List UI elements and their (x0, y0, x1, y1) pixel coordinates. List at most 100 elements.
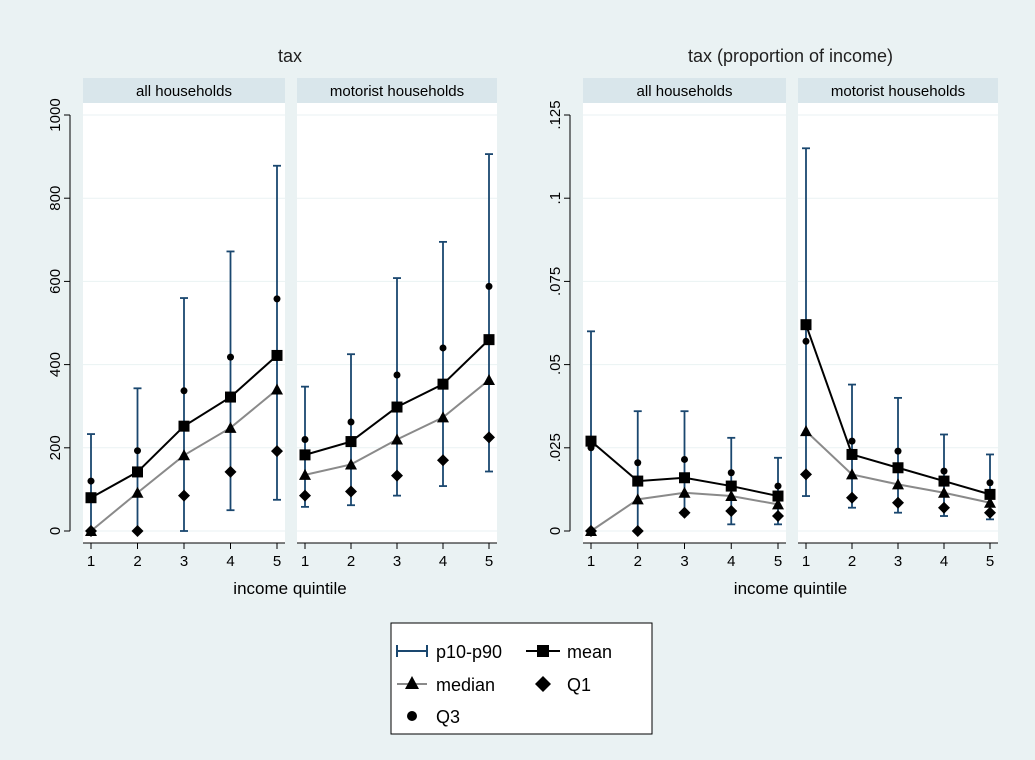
marker-median (345, 458, 357, 470)
marker-median (391, 433, 403, 445)
legend-item-p10-p90: p10-p90 (396, 642, 502, 662)
panel-strip (798, 78, 998, 103)
marker-mean (345, 436, 357, 448)
x-tick-label: 5 (986, 553, 994, 570)
marker-q1 (846, 491, 858, 504)
x-tick-label: 3 (680, 553, 688, 570)
marker-q3 (774, 482, 782, 490)
marker-q1 (800, 468, 812, 481)
y-tick-label: .025 (547, 433, 564, 462)
y-tick-label: 1000 (47, 98, 64, 131)
x-tick-label: 2 (634, 553, 642, 570)
marker-median (271, 383, 283, 395)
y-tick-label: .1 (547, 192, 564, 205)
legend-label-q3: Q3 (436, 707, 460, 727)
marker-q3 (301, 435, 309, 443)
panel-strip (297, 78, 497, 103)
marker-q1 (725, 505, 738, 518)
panel-strip (83, 78, 285, 103)
marker-q1 (224, 465, 237, 478)
legend-label-q1: Q1 (567, 675, 591, 695)
marker-median (437, 411, 449, 423)
marker-q1 (892, 496, 904, 509)
legend-item-median: median (397, 675, 495, 695)
legend-label-mean: mean (567, 642, 612, 662)
marker-q3 (727, 469, 735, 477)
panel-motorist-households: motorist households 1 2 3 4 5 (798, 78, 998, 570)
marker-q3 (485, 282, 493, 290)
diamond-marker-icon (535, 676, 551, 692)
panel-label: motorist households (831, 83, 965, 100)
panel-label: all households (136, 83, 232, 100)
marker-median (631, 493, 644, 505)
x-tick-label: 4 (940, 553, 948, 570)
marker-median (938, 486, 950, 498)
marker-mean (178, 420, 190, 432)
marker-q3 (587, 444, 595, 452)
y-tick-label: 600 (47, 269, 64, 294)
chart-tax: tax income quintile 0 200 400 600 800 1000 all h… (47, 46, 497, 598)
marker-mean (391, 401, 403, 413)
y-tick-label: 0 (47, 527, 64, 535)
marker-median (725, 490, 738, 502)
x-tick-label: 1 (87, 553, 95, 570)
panel-all-households: all households 1 2 3 4 5 (583, 78, 786, 570)
x-tick-label: 5 (774, 553, 782, 570)
marker-median (224, 421, 237, 433)
marker-median (299, 468, 311, 480)
y-tick-label: 400 (47, 352, 64, 377)
x-axis-label: income quintile (233, 579, 346, 598)
marker-q3 (894, 447, 902, 455)
marker-median (800, 425, 812, 437)
marker-q3 (439, 344, 447, 352)
marker-median (483, 373, 495, 385)
marker-q1 (345, 485, 357, 498)
marker-q3 (848, 437, 856, 445)
legend-item-q1: Q1 (535, 675, 591, 695)
marker-q1 (437, 454, 449, 467)
marker-median (984, 496, 996, 508)
x-tick-label: 1 (802, 553, 810, 570)
marker-mean (892, 462, 904, 474)
marker-mean (938, 475, 950, 487)
marker-median (846, 468, 858, 480)
y-tick-label: .075 (547, 267, 564, 296)
whisker-icon (396, 645, 428, 657)
x-tick-label: 3 (393, 553, 401, 570)
marker-q1 (391, 469, 403, 482)
x-tick-label: 2 (848, 553, 856, 570)
x-tick-label: 1 (301, 553, 309, 570)
marker-q3 (940, 467, 948, 475)
marker-q3 (180, 387, 188, 395)
chart-title: tax (proportion of income) (688, 46, 893, 66)
marker-q1 (631, 525, 644, 537)
x-tick-label: 3 (180, 553, 188, 570)
marker-median (178, 449, 190, 461)
x-tick-label: 5 (485, 553, 493, 570)
marker-q1 (984, 506, 996, 519)
marker-median (892, 478, 904, 490)
marker-q1 (85, 525, 97, 537)
x-tick-label: 1 (587, 553, 595, 570)
y-tick-label: .05 (547, 354, 564, 375)
marker-q3 (347, 418, 355, 426)
x-tick-label: 4 (727, 553, 735, 570)
marker-mean (437, 378, 449, 390)
circle-marker-icon (407, 711, 417, 721)
chart-title: tax (278, 46, 302, 66)
marker-q3 (87, 477, 95, 485)
legend-label-p10-p90: p10-p90 (436, 642, 502, 662)
square-marker-line-icon (526, 645, 560, 657)
marker-q3 (227, 353, 234, 361)
marker-q1 (271, 445, 283, 458)
x-tick-label: 2 (133, 553, 141, 570)
x-tick-label: 4 (439, 553, 447, 570)
x-tick-label: 4 (226, 553, 234, 570)
marker-mean (846, 448, 858, 460)
marker-mean (772, 490, 784, 502)
marker-q3 (634, 459, 642, 467)
marker-mean (132, 466, 143, 478)
panel-label: all households (637, 83, 733, 100)
marker-q1 (178, 489, 190, 502)
marker-q3 (802, 337, 810, 345)
